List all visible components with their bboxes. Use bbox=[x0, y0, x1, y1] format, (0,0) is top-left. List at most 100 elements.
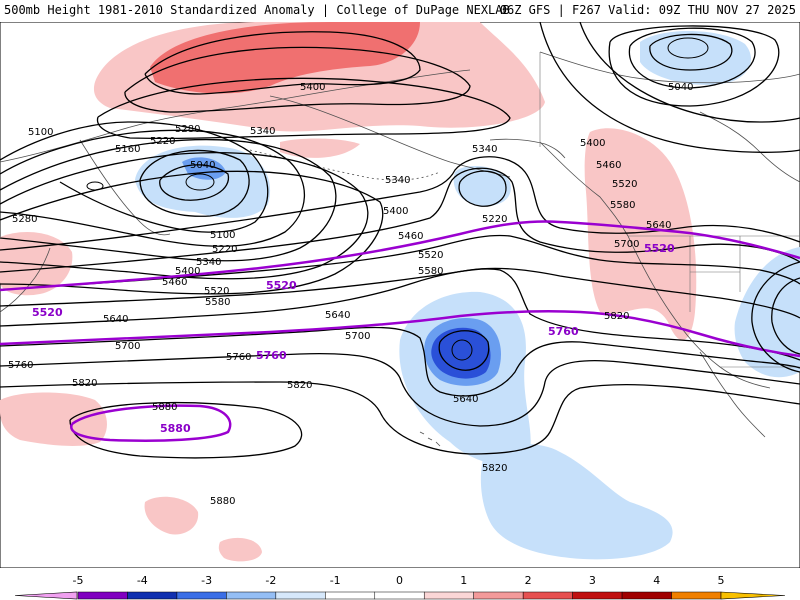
pressure-centers bbox=[86, 37, 709, 361]
anomaly-positive-strong bbox=[150, 22, 420, 94]
contour-line bbox=[69, 402, 303, 459]
coast-gulf-alaska bbox=[489, 138, 566, 159]
contour-label: 5220 bbox=[482, 214, 507, 225]
contour-line bbox=[0, 381, 800, 455]
contour-line bbox=[0, 129, 306, 247]
reference-labels: 5520 5520 5520 5760 5760 5880 bbox=[32, 242, 675, 435]
anomaly-negative-aleutian bbox=[135, 145, 271, 218]
contour-label: 5820 bbox=[287, 380, 312, 391]
low-center-cutoff bbox=[451, 339, 473, 361]
contour-label: 5100 bbox=[210, 230, 235, 241]
anomaly-negative-cutoff-core bbox=[431, 327, 491, 379]
contour-label: 5760 bbox=[226, 352, 251, 363]
contour-label: 5040 bbox=[668, 82, 693, 93]
ref-line-5520 bbox=[0, 220, 800, 292]
ref-line-5880 bbox=[70, 404, 232, 442]
colorbar-swatch bbox=[473, 591, 524, 600]
contour-label: 5280 bbox=[12, 214, 37, 225]
colorbar-tick-label: -2 bbox=[265, 574, 276, 587]
anomaly-positive-west-coast bbox=[584, 128, 697, 341]
colorbar-tick-label: -5 bbox=[73, 574, 84, 587]
contour-label: 5160 bbox=[115, 144, 140, 155]
contour-label: 5700 bbox=[115, 341, 140, 352]
coast-baja bbox=[699, 351, 766, 438]
colorbar-tick-label: 5 bbox=[718, 574, 725, 587]
coast-west-us bbox=[627, 235, 771, 389]
ref-label: 5520 bbox=[266, 279, 297, 292]
contour-label: 5520 bbox=[204, 286, 229, 297]
contour-label: 5580 bbox=[205, 297, 230, 308]
colorbar-arrow-left bbox=[14, 591, 78, 600]
contour-line bbox=[0, 151, 369, 280]
contour-label: 5400 bbox=[383, 206, 408, 217]
coast-siberia bbox=[0, 69, 471, 163]
anomaly-negative-aleutian-core bbox=[182, 157, 226, 180]
contour-line bbox=[0, 170, 384, 295]
low-center-hudson bbox=[667, 37, 709, 59]
contour-line bbox=[0, 156, 800, 251]
contour-line bbox=[0, 234, 800, 291]
contour-line bbox=[628, 27, 756, 89]
northeast-low-contours bbox=[539, 22, 800, 153]
contour-label: 5100 bbox=[28, 127, 53, 138]
contour-line bbox=[0, 353, 800, 427]
contour-line bbox=[608, 25, 780, 107]
ref-label: 5760 bbox=[548, 325, 579, 338]
contour-label: 5520 bbox=[612, 179, 637, 190]
contour-label: 5640 bbox=[646, 220, 671, 231]
contour-line bbox=[96, 77, 511, 140]
anomaly-positive-hawaii bbox=[0, 392, 107, 446]
colorbar-tick-label: 0 bbox=[396, 574, 403, 587]
anomaly-positive-gulf bbox=[280, 138, 360, 158]
contour-line bbox=[751, 261, 800, 373]
ref-label: 5520 bbox=[32, 306, 63, 319]
ref-label: 5520 bbox=[644, 242, 675, 255]
colorbar-swatch bbox=[423, 591, 474, 600]
contour-line bbox=[0, 138, 337, 262]
ref-label: 5880 bbox=[160, 422, 191, 435]
anomaly-positive-south-small bbox=[218, 537, 262, 562]
contour-label: 5040 bbox=[190, 160, 215, 171]
contour-label: 5820 bbox=[482, 463, 507, 474]
contour-label: 5400 bbox=[300, 82, 325, 93]
contour-label: 5220 bbox=[150, 136, 175, 147]
contour-label: 5280 bbox=[175, 124, 200, 135]
contour-line bbox=[0, 121, 269, 233]
contour-label: 5520 bbox=[418, 250, 443, 261]
colorbar-swatch bbox=[671, 591, 722, 600]
map-title: 500mb Height 1981-2010 Standardized Anom… bbox=[4, 3, 510, 17]
colorbar-tick-label: -3 bbox=[201, 574, 212, 587]
coastlines bbox=[0, 51, 800, 447]
contour-label: 5340 bbox=[250, 126, 275, 137]
contour-line bbox=[0, 268, 800, 361]
anomaly-negative-gulf bbox=[453, 166, 511, 207]
contour-line bbox=[539, 22, 800, 153]
anomaly-negative-tropics bbox=[480, 443, 673, 560]
colorbar-swatch bbox=[621, 591, 672, 600]
colorbar-swatch bbox=[226, 591, 277, 600]
colorbar-swatch bbox=[275, 591, 326, 600]
ref-label: 5760 bbox=[256, 349, 287, 362]
coast-kamchatka bbox=[79, 139, 171, 236]
contour-label: 5760 bbox=[8, 360, 33, 371]
colorbar-tick-label: 4 bbox=[653, 574, 660, 587]
colorbar-swatch bbox=[176, 591, 227, 600]
anomaly-positive-south bbox=[144, 496, 199, 535]
contour-line bbox=[649, 33, 733, 71]
contour-label: 5820 bbox=[604, 311, 629, 322]
contour-line bbox=[159, 164, 230, 201]
contour-label: 5700 bbox=[614, 239, 639, 250]
contour-label: 5580 bbox=[610, 200, 635, 211]
anomaly-colorbar: -5 -4 -3 -2 -1 0 1 2 3 4 5 bbox=[14, 574, 786, 600]
colorbar-arrow-right bbox=[720, 591, 786, 600]
reference-contours bbox=[0, 220, 800, 442]
contour-label: 5880 bbox=[152, 402, 177, 413]
small-closed-contour bbox=[86, 181, 104, 191]
contour-label: 5340 bbox=[196, 257, 221, 268]
contour-line bbox=[124, 46, 471, 113]
colorbar-tick-label: -1 bbox=[330, 574, 341, 587]
contour-label: 5460 bbox=[398, 231, 423, 242]
contour-label: 5640 bbox=[103, 314, 128, 325]
colorbar-tick-label: 3 bbox=[589, 574, 596, 587]
coast-arctic bbox=[539, 51, 800, 84]
